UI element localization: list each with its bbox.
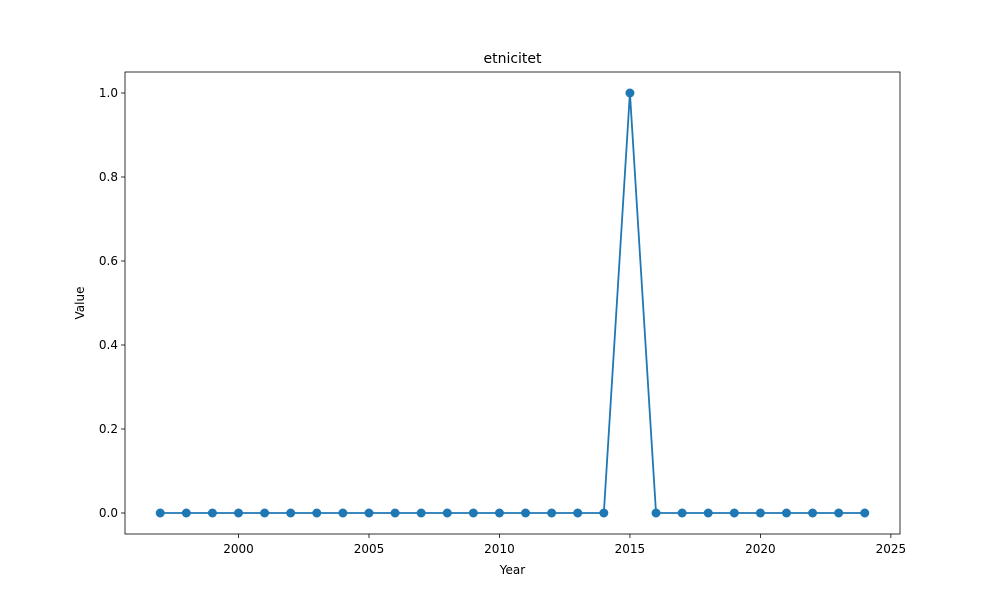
- chart-title: etnicitet: [483, 51, 542, 67]
- data-point: [494, 508, 504, 518]
- data-point: [390, 508, 400, 518]
- x-axis-title: Year: [499, 563, 525, 577]
- data-point: [260, 508, 270, 518]
- y-axis-title: Value: [73, 287, 87, 320]
- data-point: [808, 508, 818, 518]
- data-point: [234, 508, 244, 518]
- data-point: [729, 508, 739, 518]
- x-tick-label: 2015: [615, 542, 646, 556]
- x-tick-label: 2000: [223, 542, 254, 556]
- data-point: [312, 508, 322, 518]
- data-point: [651, 508, 661, 518]
- series-line: [160, 92, 865, 514]
- data-point: [703, 508, 713, 518]
- data-point: [599, 508, 609, 518]
- data-point: [416, 508, 426, 518]
- data-point: [364, 508, 374, 518]
- data-point: [677, 508, 687, 518]
- x-tick-label: 2005: [354, 542, 385, 556]
- data-point: [781, 508, 791, 518]
- data-point: [286, 508, 296, 518]
- x-tick-label: 2020: [745, 542, 776, 556]
- data-point: [547, 508, 557, 518]
- y-tick-label: 0.0: [99, 506, 118, 520]
- x-tick-label: 2010: [484, 542, 515, 556]
- y-tick-label: 0.6: [99, 254, 118, 268]
- data-point: [860, 508, 870, 518]
- x-tick-label: 2025: [876, 542, 907, 556]
- data-point: [207, 508, 217, 518]
- y-tick-label: 1.0: [99, 86, 118, 100]
- plot-area: 2000 2005 2010 2015 2020 2025 0.0 0.2 0.4 0.6 0.8 1…: [99, 71, 907, 556]
- data-point: [181, 508, 191, 518]
- plot-frame: [124, 71, 901, 535]
- data-point: [468, 508, 478, 518]
- data-point: [442, 508, 452, 518]
- data-point: [155, 508, 165, 518]
- data-point: [521, 508, 531, 518]
- y-tick-label: 0.8: [99, 170, 118, 184]
- data-point: [834, 508, 844, 518]
- data-point: [573, 508, 583, 518]
- y-tick-label: 0.4: [99, 338, 118, 352]
- data-point: [338, 508, 348, 518]
- data-point: [625, 88, 635, 98]
- data-point: [755, 508, 765, 518]
- y-tick-label: 0.2: [99, 422, 118, 436]
